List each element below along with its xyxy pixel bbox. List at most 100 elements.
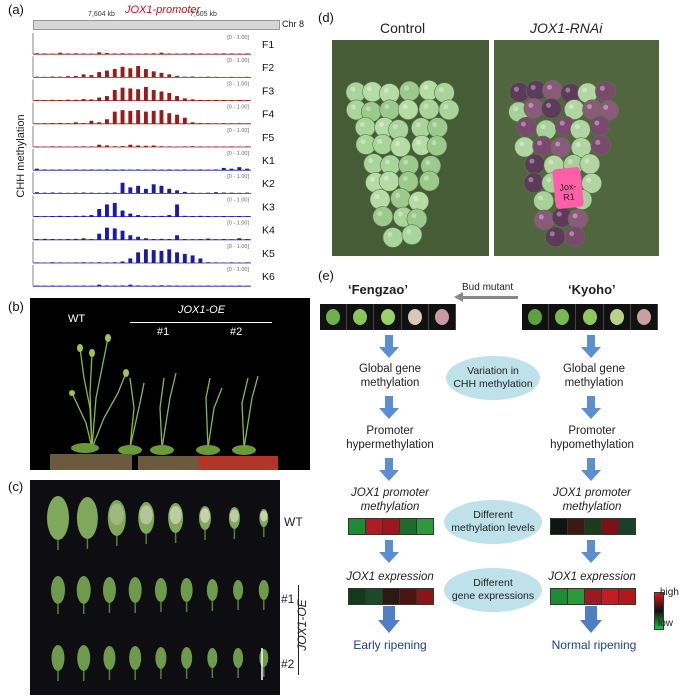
methylation-bar (34, 99, 39, 101)
methylation-bar (89, 146, 94, 147)
methylation-bar (73, 53, 78, 55)
methylation-bar (73, 238, 78, 240)
kyoho-fruit-strip (522, 304, 659, 330)
methylation-bar (89, 169, 94, 171)
grape-berry (390, 136, 411, 158)
methylation-bar (175, 235, 179, 240)
methylation-bar (143, 215, 148, 217)
methylation-bar (190, 215, 195, 217)
fengzao-title: ‘Fengzao’ (348, 282, 408, 297)
methylation-bar (128, 213, 133, 217)
methylation-bar (198, 258, 203, 263)
berry-highlight (425, 160, 431, 166)
methylation-bar (136, 215, 141, 217)
methylation-bar (112, 285, 117, 287)
methylation-bar (167, 74, 172, 78)
berry-highlight (369, 177, 375, 183)
berry-highlight (547, 84, 553, 90)
methylation-bar (66, 239, 70, 240)
chrom-label: Chr 8 (282, 19, 305, 29)
track-range: [0 - 1.00] (227, 197, 249, 203)
berry-highlight (403, 159, 409, 165)
down-arrow-right-1 (581, 335, 601, 358)
grape-berry (516, 116, 537, 138)
methylation-bar (214, 146, 218, 147)
methylation-bar (66, 76, 70, 78)
fruit-berry (582, 309, 597, 325)
methylation-bar (58, 122, 63, 124)
panel-b-wt-label: WT (68, 313, 86, 325)
methylation-bar (58, 146, 63, 147)
methylation-bar (50, 53, 55, 55)
methylation-bar (221, 167, 226, 171)
panel-c-label: (c) (8, 479, 24, 494)
grape-berry (595, 81, 616, 102)
methylation-bar (42, 123, 47, 124)
methylation-bar (136, 285, 141, 287)
methylation-bar (128, 68, 133, 78)
panel-c-oe-label: JOX1-OE (295, 599, 309, 651)
panel-b-label: (b) (8, 299, 24, 314)
track-range: [0 - 1.00] (227, 128, 249, 134)
panel-b-line-2: #2 (230, 326, 243, 338)
methylation-bar (58, 239, 63, 240)
fruit-berry (609, 309, 624, 325)
left-gene-methylation-label: JOX1 promoter methylation (351, 487, 429, 514)
methylation-bar (198, 215, 203, 217)
methylation-bar (221, 215, 226, 217)
methylation-bar (136, 145, 141, 147)
berry-highlight (397, 211, 403, 217)
grape-berry (542, 79, 563, 101)
rnai-title: JOX1-RNAi (530, 20, 603, 36)
down-arrow-left-4 (379, 540, 399, 563)
berry-highlight (366, 86, 372, 92)
methylation-bar (206, 285, 211, 287)
track-name: K1 (262, 155, 275, 167)
berry-highlight (529, 158, 535, 164)
methylation-bar (221, 239, 226, 240)
fruit-berry (326, 309, 341, 325)
methylation-bar (105, 96, 109, 101)
berry-highlight (403, 85, 409, 91)
heat-cell (568, 519, 585, 534)
methylation-bar (81, 99, 86, 101)
methylation-bar (97, 209, 102, 217)
bud-mutant-label: Bud mutant (462, 282, 514, 293)
methylation-bar (50, 192, 55, 194)
berry-highlight (431, 140, 437, 146)
methylation-bar (34, 239, 39, 240)
heat-cell (417, 519, 433, 534)
panel-b-line-1: #1 (157, 326, 170, 338)
leaf (76, 497, 98, 539)
methylation-bar (73, 169, 78, 171)
rnai-tag: Jox-R1 (551, 166, 585, 210)
berry-highlight (572, 213, 578, 219)
methylation-bar (136, 236, 141, 240)
methylation-bar (58, 192, 63, 194)
methylation-bar (190, 239, 195, 240)
methylation-bar (34, 192, 39, 194)
grape-berry (598, 100, 620, 121)
leaf (51, 645, 65, 671)
methylation-bar (66, 192, 70, 194)
methylation-bar (128, 258, 133, 263)
berry-highlight (555, 141, 561, 147)
methylation-bar (112, 262, 117, 263)
methylation-bar (214, 53, 218, 55)
fengzao-fruit-strip (320, 304, 457, 330)
heat-cell (366, 589, 383, 604)
track-name: F5 (262, 132, 274, 144)
leaves-illustration (47, 496, 269, 681)
rnai-grapes-photo (494, 40, 659, 256)
methylation-bar (105, 119, 109, 124)
methylation-bar (89, 120, 94, 124)
berry-highlight (569, 231, 575, 237)
left-methylation-heatmap (348, 518, 434, 535)
berry-highlight (402, 176, 408, 182)
methylation-bar (190, 53, 195, 55)
methylation-bar (190, 255, 195, 263)
down-arrow-right-3 (581, 458, 601, 481)
heat-cell (400, 589, 417, 604)
methylation-bar (50, 262, 55, 263)
methylation-bar (66, 215, 70, 217)
